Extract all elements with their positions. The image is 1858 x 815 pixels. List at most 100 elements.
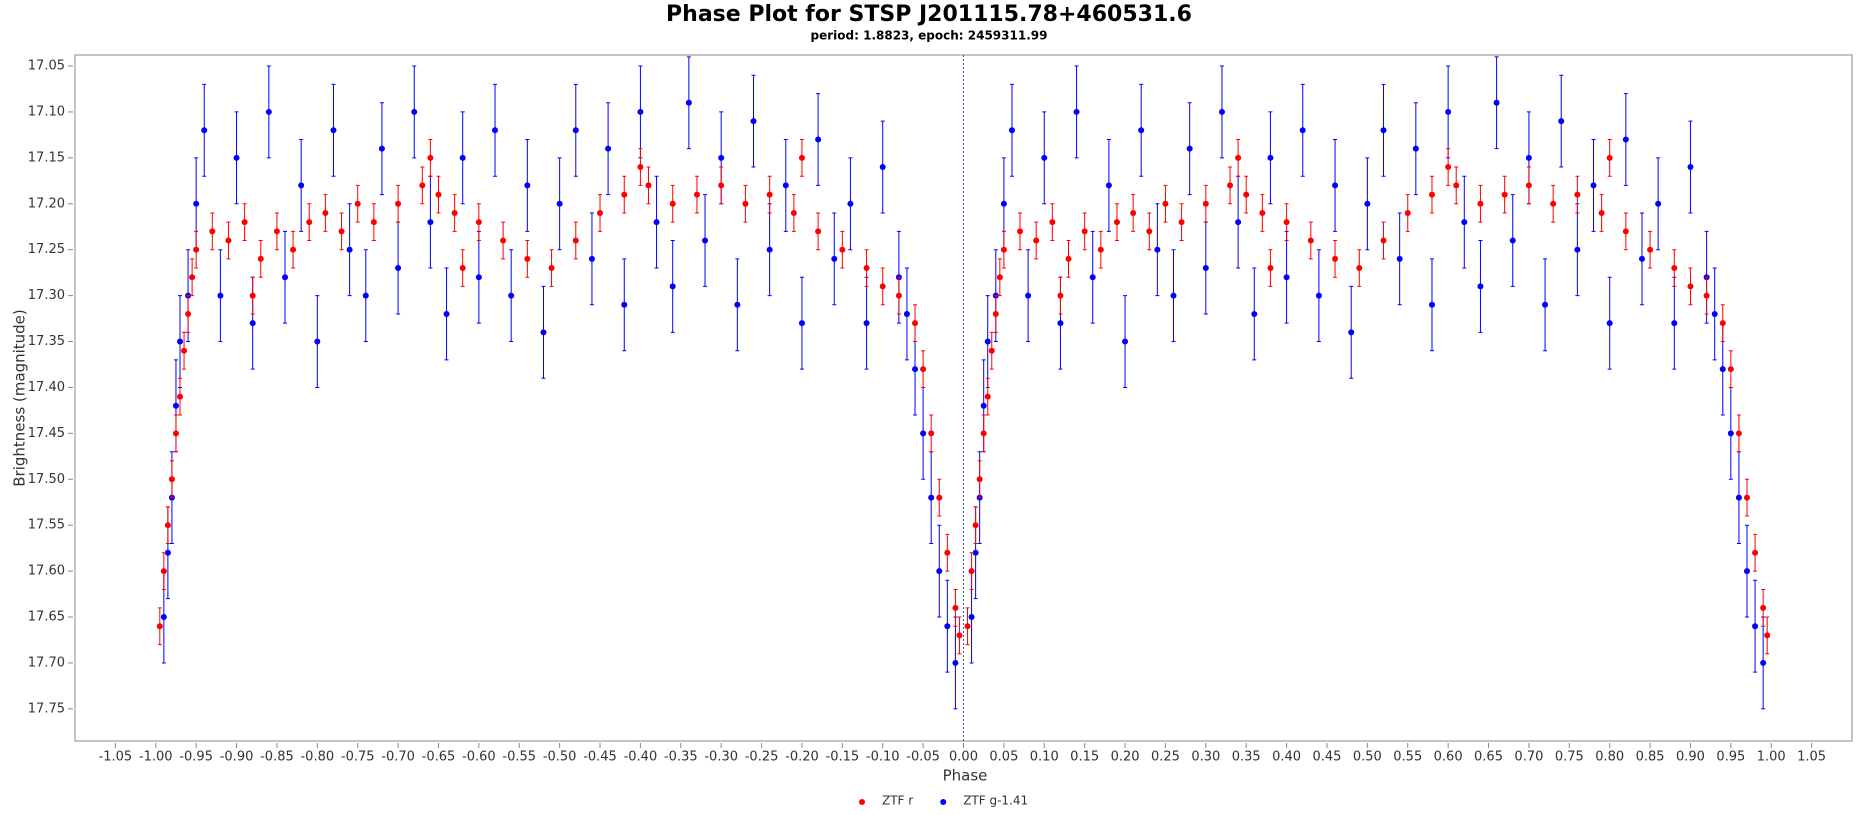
- point: [936, 494, 943, 501]
- x-tick-label: -0.05: [906, 750, 940, 765]
- point: [798, 154, 805, 161]
- series: [160, 56, 1767, 710]
- x-tick-label: -0.10: [866, 750, 900, 765]
- point: [1162, 200, 1169, 207]
- point: [1671, 320, 1678, 327]
- point: [742, 200, 749, 207]
- point: [508, 292, 515, 299]
- point: [621, 191, 628, 198]
- point: [968, 568, 975, 575]
- x-tick-label: -0.55: [502, 750, 536, 765]
- point: [1000, 200, 1007, 207]
- plot-area: [74, 54, 1853, 742]
- point: [273, 228, 280, 235]
- point: [177, 393, 184, 400]
- point: [645, 182, 652, 189]
- point: [605, 145, 612, 152]
- x-tick-label: 0.90: [1676, 750, 1705, 765]
- point: [1017, 228, 1024, 235]
- chart-subtitle: period: 1.8823, epoch: 2459311.99: [811, 29, 1048, 43]
- y-tick-label: 17.30: [28, 288, 65, 303]
- point: [172, 430, 179, 437]
- point: [298, 182, 305, 189]
- point: [831, 255, 838, 262]
- point: [1760, 604, 1767, 611]
- point: [1727, 366, 1734, 373]
- point: [972, 522, 979, 529]
- legend-label: ZTF g-1.41: [963, 794, 1028, 808]
- point: [1412, 145, 1419, 152]
- point: [1089, 274, 1096, 281]
- point: [265, 108, 272, 115]
- y-tick-label: 17.20: [28, 196, 65, 211]
- point: [1332, 182, 1339, 189]
- point: [1752, 549, 1759, 556]
- x-tick-label: 0.25: [1151, 750, 1180, 765]
- point: [1227, 182, 1234, 189]
- point: [1299, 127, 1306, 134]
- point: [847, 200, 854, 207]
- x-tick-label: 0.95: [1716, 750, 1745, 765]
- point: [976, 476, 983, 483]
- point: [572, 237, 579, 244]
- point: [411, 108, 418, 115]
- x-tick-label: -0.35: [664, 750, 698, 765]
- point: [1033, 237, 1040, 244]
- point: [1404, 209, 1411, 216]
- point: [1445, 108, 1452, 115]
- point: [1396, 255, 1403, 262]
- point: [1356, 265, 1363, 272]
- point: [944, 549, 951, 556]
- point: [693, 191, 700, 198]
- point: [193, 246, 200, 253]
- point: [903, 310, 910, 317]
- point: [1186, 145, 1193, 152]
- point: [984, 338, 991, 345]
- chart-title: Phase Plot for STSP J201115.78+460531.6: [666, 2, 1192, 27]
- point: [968, 614, 975, 621]
- point: [306, 219, 313, 226]
- point: [1743, 568, 1750, 575]
- point: [1574, 191, 1581, 198]
- point: [920, 366, 927, 373]
- y-tick-label: 17.35: [28, 334, 65, 349]
- point: [1315, 292, 1322, 299]
- x-tick-label: 0.35: [1232, 750, 1261, 765]
- point: [750, 118, 757, 125]
- point: [702, 237, 709, 244]
- x-tick-label: -0.45: [583, 750, 617, 765]
- point: [928, 494, 935, 501]
- point: [500, 237, 507, 244]
- point: [782, 182, 789, 189]
- point: [1477, 283, 1484, 290]
- x-tick-label: 0.45: [1313, 750, 1342, 765]
- x-tick-label: 0.70: [1514, 750, 1543, 765]
- point: [1267, 154, 1274, 161]
- point: [1622, 136, 1629, 143]
- point: [1550, 200, 1557, 207]
- point: [798, 320, 805, 327]
- point: [1647, 246, 1654, 253]
- y-tick-label: 17.60: [28, 564, 65, 579]
- x-tick-label: -0.85: [260, 750, 294, 765]
- point: [1743, 494, 1750, 501]
- point: [980, 402, 987, 409]
- point: [944, 623, 951, 630]
- point: [395, 200, 402, 207]
- point: [956, 632, 963, 639]
- point: [322, 209, 329, 216]
- point: [233, 154, 240, 161]
- x-tick-label: -0.30: [704, 750, 738, 765]
- point: [1307, 237, 1314, 244]
- x-tick-label: 0.65: [1474, 750, 1503, 765]
- point: [459, 154, 466, 161]
- point: [249, 320, 256, 327]
- x-tick-label: -0.70: [381, 750, 415, 765]
- x-tick-label: 0.75: [1555, 750, 1584, 765]
- x-tick-label: -0.15: [826, 750, 860, 765]
- y-tick-label: 17.15: [28, 150, 65, 165]
- point: [524, 255, 531, 262]
- y-tick-label: 17.70: [28, 655, 65, 670]
- point: [164, 549, 171, 556]
- point: [492, 127, 499, 134]
